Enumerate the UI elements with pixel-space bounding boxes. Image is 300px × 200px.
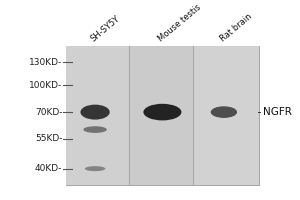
Text: 100KD-: 100KD-	[29, 81, 62, 90]
FancyBboxPatch shape	[66, 46, 259, 185]
Text: 55KD-: 55KD-	[35, 134, 62, 143]
FancyBboxPatch shape	[129, 46, 193, 185]
Text: SH-SY5Y: SH-SY5Y	[89, 14, 122, 43]
Text: 70KD-: 70KD-	[35, 108, 62, 117]
Text: 40KD-: 40KD-	[35, 164, 62, 173]
FancyBboxPatch shape	[66, 46, 129, 185]
FancyBboxPatch shape	[193, 46, 259, 185]
Text: Mouse testis: Mouse testis	[157, 2, 203, 43]
Ellipse shape	[211, 106, 237, 118]
Text: Rat brain: Rat brain	[218, 11, 254, 43]
Text: NGFR: NGFR	[263, 107, 292, 117]
Ellipse shape	[85, 166, 105, 171]
Ellipse shape	[143, 104, 182, 120]
Ellipse shape	[83, 126, 107, 133]
Text: 130KD-: 130KD-	[29, 58, 62, 67]
Ellipse shape	[80, 105, 110, 120]
